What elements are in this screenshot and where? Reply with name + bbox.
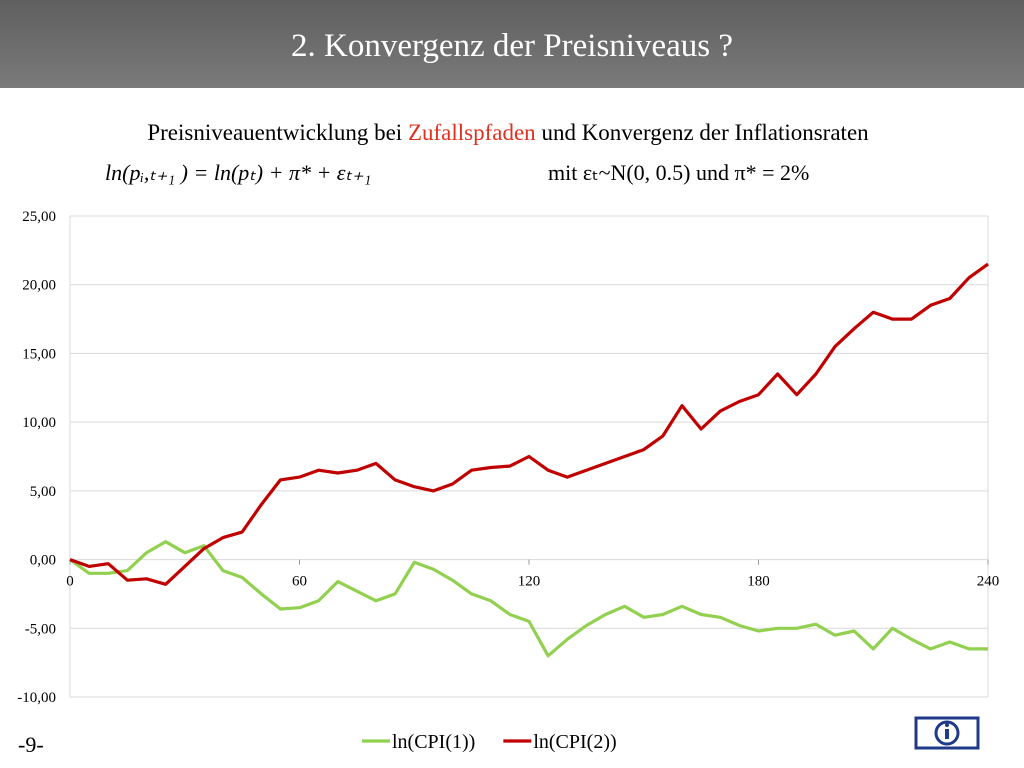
y-tick-label: -10,00 [17,690,56,706]
series-line [69,262,989,586]
subtitle-text: und Konvergenz der Inflationsraten [541,120,869,145]
x-tick-label: 240 [977,574,1000,590]
y-tick-label: 20,00 [22,278,56,294]
y-tick-label: 25,00 [22,209,56,225]
info-icon [934,720,960,746]
y-tick-label: 5,00 [30,484,56,500]
x-tick-label: 0 [66,574,74,590]
x-tick-label: 60 [292,574,307,590]
formula: mit εₜ~N(0, 0.5) und π* = 2% [548,160,809,185]
subtitle-highlight: Zufallspfaden [408,120,536,145]
legend-label: ln(CPI(1)) [392,731,475,753]
formula: ln(pᵢ,ₜ₊₁ ) = ln(pₜ) + π* + εₜ₊₁ [105,160,371,185]
page-number: -9- [18,732,44,757]
slide-title: 2. Konvergenz der Preisniveaus ? [291,28,733,64]
subtitle-text: Preisniveauentwicklung bei [147,120,402,145]
x-tick-label: 120 [518,574,541,590]
subtitle: Preisniveauentwicklung bei Zufallspfaden… [147,120,869,145]
header-bar [0,0,1024,88]
series-line [69,540,988,658]
x-tick-label: 180 [747,574,770,590]
y-tick-label: 0,00 [30,553,56,569]
y-tick-label: -5,00 [25,621,56,637]
y-tick-label: 15,00 [22,346,56,362]
info-icon [945,729,949,739]
info-icon [945,723,949,727]
legend-label: ln(CPI(2)) [533,731,616,753]
y-tick-label: 10,00 [22,415,56,431]
